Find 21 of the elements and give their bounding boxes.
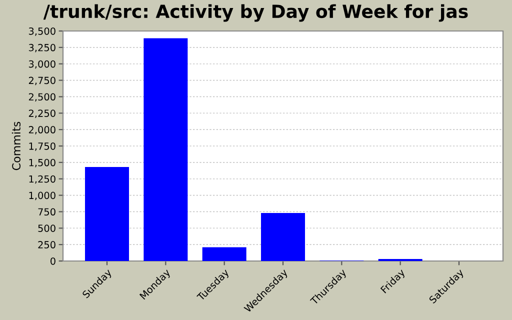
bar <box>144 38 188 261</box>
bar <box>202 247 246 261</box>
y-tick-label: 2,250 <box>28 110 56 118</box>
y-axis-title: Commits <box>12 122 21 170</box>
y-tick-label: 750 <box>38 208 56 216</box>
y-tick-label: 3,250 <box>28 44 56 52</box>
y-tick-label: 2,500 <box>28 93 56 102</box>
y-tick-label: 1,750 <box>29 142 56 151</box>
y-tick-label: 3,000 <box>28 60 56 69</box>
bar <box>85 167 129 261</box>
y-tick-label: 2,750 <box>28 76 56 86</box>
chart-title: /trunk/src: Activity by Day of Week for jas <box>43 4 468 22</box>
y-tick-label: 3,500 <box>28 27 56 36</box>
y-tick-label: 1,500 <box>29 158 56 168</box>
y-tick-label: 1,000 <box>29 192 56 200</box>
y-tick-label: 1,250 <box>29 175 56 184</box>
bar <box>261 213 305 261</box>
y-tick-label: 0 <box>50 257 56 265</box>
y-tick-label: 500 <box>38 224 56 232</box>
y-tick-label: 250 <box>38 241 56 248</box>
y-tick-label: 2,000 <box>28 126 56 134</box>
